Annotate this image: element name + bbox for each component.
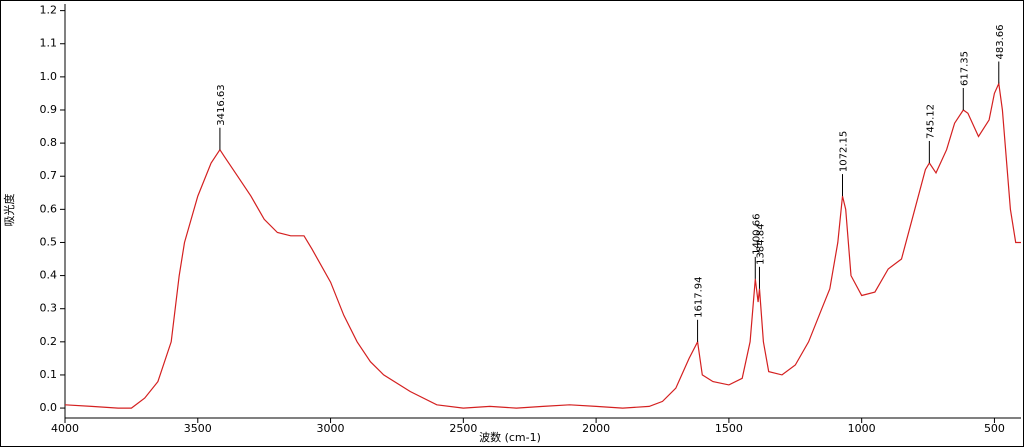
y-tick-label: 0.6 [40, 202, 58, 215]
peak-label: 617.35 [959, 51, 970, 86]
peak-label: 1617.94 [694, 276, 705, 317]
y-tick-label: 0.4 [40, 269, 58, 282]
y-tick-label: 0.5 [40, 235, 58, 248]
x-tick-label: 1500 [715, 422, 743, 435]
y-tick-label: 1.2 [40, 4, 58, 17]
x-tick-label: 2000 [582, 422, 610, 435]
y-tick-label: 1.1 [40, 37, 58, 50]
y-tick-label: 0.8 [40, 136, 58, 149]
x-tick-label: 3000 [317, 422, 345, 435]
x-tick-label: 1000 [848, 422, 876, 435]
peak-label: 745.12 [925, 104, 936, 139]
y-axis-label: 吸光度 [2, 194, 16, 227]
peak-label: 1072.15 [839, 131, 850, 172]
x-axis-label: 波数 (cm-1) [479, 431, 541, 444]
y-tick-label: 0.2 [40, 335, 58, 348]
peak-label: 1384.84 [755, 223, 766, 264]
x-tick-label: 4000 [51, 422, 79, 435]
peak-label: 3416.63 [216, 84, 227, 125]
y-tick-label: 0.3 [40, 302, 58, 315]
x-tick-label: 2500 [449, 422, 477, 435]
peak-label: 1400.66 [751, 214, 762, 255]
peak-label: 483.66 [995, 24, 1006, 59]
y-tick-label: 0.0 [40, 401, 58, 414]
x-tick-label: 3500 [184, 422, 212, 435]
y-tick-label: 0.9 [40, 103, 58, 116]
spectrum-line [64, 81, 1021, 409]
y-tick-label: 0.1 [40, 368, 58, 381]
y-tick-label: 1.0 [40, 70, 58, 83]
x-tick-label: 500 [984, 422, 1005, 435]
y-tick-label: 0.7 [40, 169, 58, 182]
